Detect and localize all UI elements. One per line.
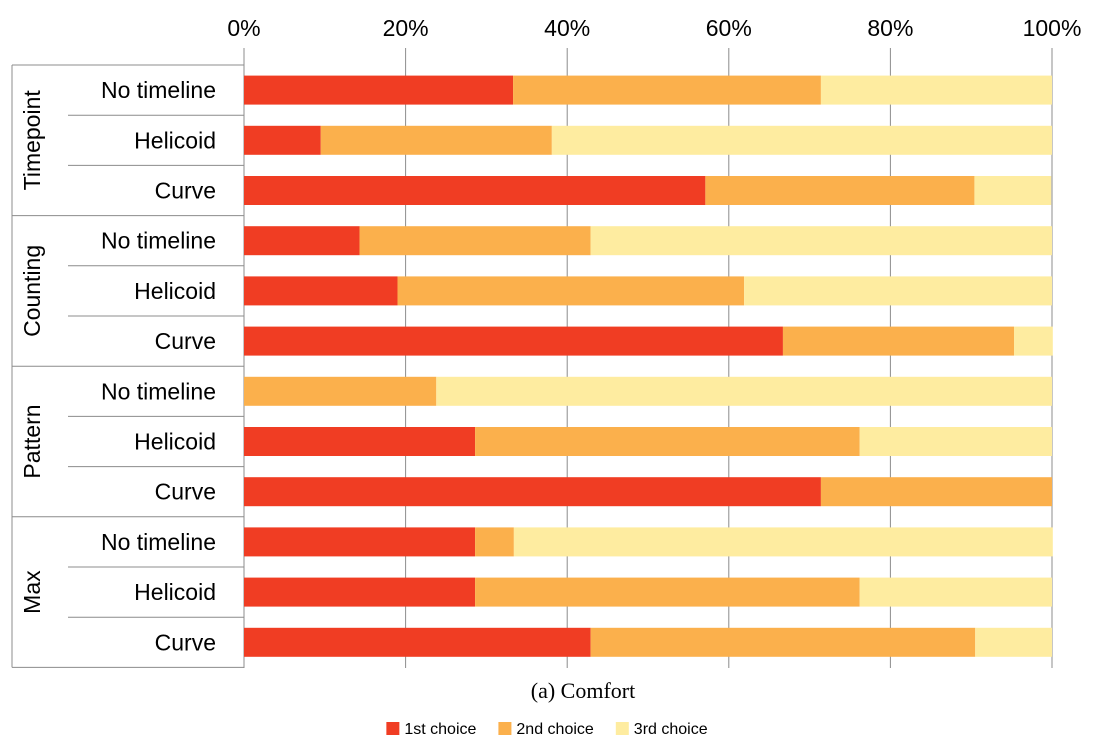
x-tick-label: 40% bbox=[544, 15, 590, 41]
group-label: Counting bbox=[19, 245, 45, 337]
bar-segment-2 bbox=[475, 577, 860, 607]
category-label: Helicoid bbox=[134, 127, 216, 153]
category-label: No timeline bbox=[101, 228, 216, 254]
bar-segment-3 bbox=[513, 527, 1053, 557]
bar-segment-3 bbox=[551, 125, 1052, 155]
category-label: Curve bbox=[155, 479, 216, 505]
bar-segment-2 bbox=[359, 226, 591, 256]
x-tick-label: 80% bbox=[867, 15, 913, 41]
bar-segment-1 bbox=[244, 527, 476, 557]
legend-swatch bbox=[386, 722, 400, 735]
bar-segment-3 bbox=[975, 627, 1052, 657]
legend-label: 2nd choice bbox=[516, 721, 593, 738]
bar-segment-2 bbox=[513, 75, 821, 105]
category-label: Curve bbox=[155, 178, 216, 204]
bar-segment-2 bbox=[590, 627, 976, 657]
category-axis-frame bbox=[11, 64, 244, 668]
legend: 1st choice 2nd choice 3rd choice bbox=[386, 721, 708, 738]
bar-segment-1 bbox=[244, 577, 476, 607]
bar-segment-1 bbox=[244, 226, 360, 256]
bar-segment-2 bbox=[475, 427, 860, 456]
legend-label: 1st choice bbox=[404, 721, 476, 738]
group-label: Timepoint bbox=[19, 90, 45, 191]
bar-segment-2 bbox=[705, 176, 975, 205]
x-tick-label: 0% bbox=[227, 15, 260, 41]
category-labels: No timeline Helicoid Curve No timeline Helic… bbox=[101, 77, 216, 655]
category-label: Curve bbox=[155, 328, 216, 354]
group-labels: Timepoint Counting Pattern Max bbox=[19, 90, 45, 614]
bar-segment-3 bbox=[436, 376, 1053, 406]
bar-segment-2 bbox=[782, 326, 1015, 356]
group-label: Max bbox=[19, 570, 45, 614]
category-label: No timeline bbox=[101, 529, 216, 555]
category-label: Helicoid bbox=[134, 429, 216, 455]
legend-label: 3rd choice bbox=[634, 721, 708, 738]
bar-segment-1 bbox=[244, 276, 398, 306]
category-label: No timeline bbox=[101, 77, 216, 103]
bars bbox=[244, 75, 1053, 657]
bar-segment-3 bbox=[820, 75, 1052, 105]
x-tick-label: 20% bbox=[383, 15, 429, 41]
category-label: Curve bbox=[155, 629, 216, 655]
category-label: Helicoid bbox=[134, 579, 216, 605]
bar-segment-1 bbox=[244, 176, 706, 205]
bar-segment-1 bbox=[244, 75, 514, 105]
bar-segment-1 bbox=[244, 326, 783, 356]
bar-segment-3 bbox=[590, 226, 1052, 256]
x-tick-label: 60% bbox=[706, 15, 752, 41]
x-tick-label: 100% bbox=[1023, 15, 1082, 41]
bar-segment-3 bbox=[859, 577, 1052, 607]
bar-segment-2 bbox=[475, 527, 514, 557]
category-label: No timeline bbox=[101, 378, 216, 404]
bar-segment-1 bbox=[244, 125, 321, 155]
bar-segment-1 bbox=[244, 427, 476, 456]
x-axis-ticks: 0% 20% 40% 60% 80% 100% bbox=[227, 15, 1081, 41]
bar-segment-3 bbox=[744, 276, 1052, 306]
bar-segment-2 bbox=[320, 125, 552, 155]
chart-caption: (a) Comfort bbox=[531, 678, 635, 703]
bar-segment-2 bbox=[820, 477, 1052, 507]
bar-segment-3 bbox=[859, 427, 1052, 456]
bar-segment-2 bbox=[244, 376, 437, 406]
bar-segment-2 bbox=[397, 276, 745, 306]
legend-swatch bbox=[498, 722, 512, 735]
bar-segment-3 bbox=[974, 176, 1052, 205]
bar-segment-1 bbox=[244, 477, 821, 507]
bar-segment-3 bbox=[1014, 326, 1053, 356]
legend-swatch bbox=[615, 722, 629, 735]
category-label: Helicoid bbox=[134, 278, 216, 304]
bar-segment-1 bbox=[244, 627, 591, 657]
group-label: Pattern bbox=[19, 404, 45, 478]
